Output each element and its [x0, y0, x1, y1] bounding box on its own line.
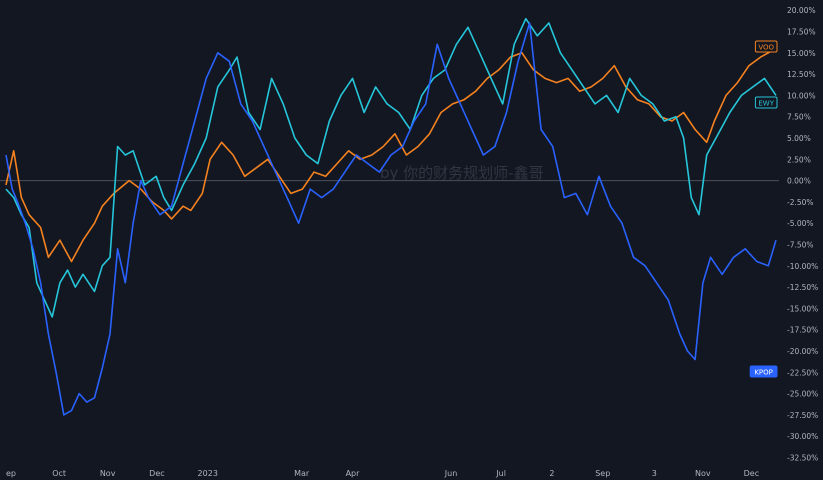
x-tick-label: Dec: [744, 469, 759, 478]
x-tick-label: ep: [6, 469, 16, 478]
x-tick-label: 3: [652, 469, 657, 478]
y-tick-label: -22.50%: [787, 368, 818, 377]
y-tick-label: -17.50%: [787, 326, 818, 335]
y-tick-label: 10.00%: [787, 91, 816, 100]
x-tick-label: Mar: [294, 469, 310, 478]
y-tick-label: 17.50%: [787, 28, 816, 37]
x-tick-label: 2023: [198, 469, 218, 478]
watermark: by 你的财务规划师-鑫哥: [380, 164, 544, 182]
tag-box: [754, 40, 778, 53]
tag-label: KPOP: [754, 369, 773, 377]
y-tick-label: 2.50%: [787, 155, 811, 164]
series-line-ewy: [5, 17, 777, 318]
y-tick-label: 12.50%: [787, 70, 816, 79]
tag-box: [749, 365, 778, 378]
x-tick-label: Nov: [100, 469, 116, 478]
x-tick-label: 2: [549, 469, 554, 478]
y-tick-label: -32.50%: [787, 453, 818, 462]
y-tick-label: 0.00%: [787, 177, 811, 186]
tag-box: [754, 96, 778, 109]
y-axis: 20.00% 17.50% 15.00% 12.50% 10.00% 7.50% 5.00%…: [787, 6, 818, 462]
y-tick-label: -15.00%: [787, 304, 818, 313]
y-tick-label: -2.50%: [787, 198, 814, 207]
y-tick-label: -30.00%: [787, 432, 818, 441]
series-line-voo: [5, 47, 777, 263]
tag-voo: VOO: [754, 40, 778, 53]
y-tick-label: -20.00%: [787, 347, 818, 356]
y-tick-label: -12.50%: [787, 283, 818, 292]
y-tick-label: 20.00%: [787, 6, 816, 15]
tag-label: EWY: [758, 100, 774, 108]
tag-ewy: EWY: [754, 96, 778, 109]
y-tick-label: 15.00%: [787, 49, 816, 58]
series-tags: VOO EWY KPOP: [749, 40, 778, 378]
x-tick-label: Nov: [695, 469, 711, 478]
y-tick-label: -27.50%: [787, 411, 818, 420]
series-layer: [5, 17, 777, 416]
y-tick-label: -7.50%: [787, 241, 814, 250]
x-tick-label: Dec: [149, 469, 164, 478]
y-tick-label: -5.00%: [787, 219, 814, 228]
y-tick-label: -25.00%: [787, 390, 818, 399]
x-tick-label: Sep: [595, 469, 610, 478]
tag-kpop: KPOP: [749, 365, 778, 378]
y-tick-label: 5.00%: [787, 134, 811, 143]
tag-label: VOO: [758, 44, 774, 52]
x-axis: ep Oct Nov Dec 2023 Mar Apr Jun Jul 2 Sep 3 Nov Dec: [6, 469, 759, 478]
y-tick-label: -10.00%: [787, 262, 818, 271]
x-tick-label: Jul: [495, 469, 506, 478]
x-tick-label: Apr: [346, 469, 361, 478]
y-tick-label: 7.50%: [787, 113, 811, 122]
series-line-kpop: [5, 22, 777, 416]
x-tick-label: Oct: [52, 469, 66, 478]
x-tick-label: Jun: [444, 469, 458, 478]
